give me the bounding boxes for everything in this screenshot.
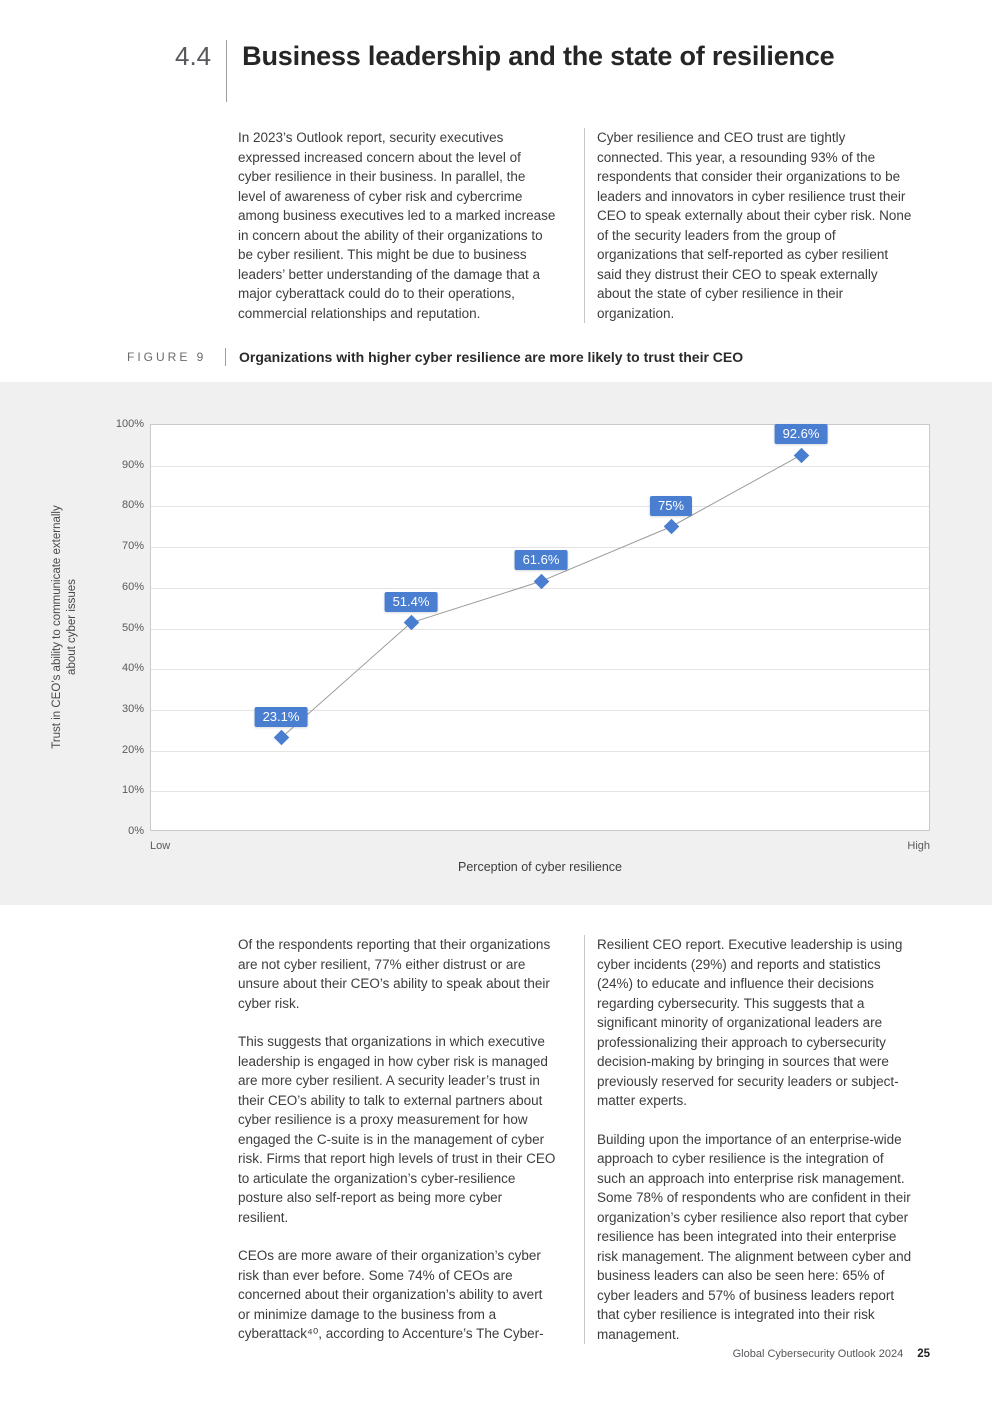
data-point-label: 51.4%: [384, 591, 438, 612]
gridline: [151, 709, 929, 711]
data-point-label: 23.1%: [254, 706, 308, 727]
gridline: [151, 669, 929, 671]
chart-section: Trust in CEO’s ability to communicate ex…: [0, 382, 992, 905]
y-tick-label: 0%: [128, 825, 144, 837]
gridline: [151, 547, 929, 549]
connecting-line: [280, 454, 802, 739]
data-point-label: 61.6%: [514, 550, 568, 571]
x-axis-label-high: High: [907, 840, 930, 852]
data-point-label: 75%: [649, 495, 693, 516]
y-tick-label: 30%: [121, 702, 144, 715]
page-title: Business leadership and the state of res…: [242, 41, 835, 71]
chart-plot-area: 23.1% 51.4% 61.6% 75% 92.6%: [150, 424, 930, 831]
paragraph: Resilient CEO report. Executive leadersh…: [597, 937, 903, 1108]
chart-line: [280, 454, 802, 739]
section-number: 4.4: [175, 41, 212, 71]
paragraph: Of the respondents reporting that their …: [238, 937, 551, 1011]
x-axis-label-low: Low: [150, 840, 171, 852]
body-section: Of the respondents reporting that their …: [238, 935, 932, 1344]
y-tick-label: 90%: [121, 458, 144, 471]
gridline: [151, 465, 929, 467]
y-tick-label: 20%: [121, 743, 144, 756]
paragraph: CEOs are more aware of their organizatio…: [238, 1248, 544, 1341]
body-right-column: Resilient CEO report. Executive leadersh…: [584, 935, 915, 1344]
intro-section: In 2023’s Outlook report, security execu…: [238, 128, 932, 323]
x-axis-title: Perception of cyber resilience: [458, 860, 622, 874]
y-tick-label: 70%: [121, 540, 144, 553]
gridline: [151, 750, 929, 752]
figure-label: FIGURE 9: [127, 350, 207, 364]
footer-report-name: Global Cybersecurity Outlook 2024: [732, 1348, 904, 1360]
page-footer: Global Cybersecurity Outlook 2024 25: [733, 1348, 930, 1360]
y-axis-title: Trust in CEO’s ability to communicate ex…: [51, 505, 78, 749]
intro-right-column: Cyber resilience and CEO trust are tight…: [584, 128, 915, 323]
footer-page-number: 25: [917, 1348, 930, 1360]
y-tick-label: 60%: [121, 580, 144, 593]
intro-left-paragraph: In 2023’s Outlook report, security execu…: [238, 130, 556, 321]
intro-right-paragraph: Cyber resilience and CEO trust are tight…: [597, 130, 912, 321]
page-header: 4.4 Business leadership and the state of…: [175, 40, 835, 102]
gridline: [151, 628, 929, 630]
paragraph: This suggests that organizations in whic…: [238, 1034, 556, 1225]
gridline: [151, 791, 929, 793]
y-tick-label: 50%: [121, 621, 144, 634]
y-tick-label: 40%: [121, 662, 144, 675]
body-left-column: Of the respondents reporting that their …: [238, 935, 556, 1344]
header-divider: [226, 40, 228, 102]
paragraph: Building upon the importance of an enter…: [597, 1131, 912, 1342]
figure-divider: [225, 348, 226, 366]
y-tick-label: 100%: [115, 418, 144, 430]
data-point-label: 92.6%: [774, 424, 828, 445]
y-tick-label: 80%: [121, 499, 144, 512]
intro-left-column: In 2023’s Outlook report, security execu…: [238, 128, 556, 323]
y-tick-label: 10%: [121, 784, 144, 797]
figure-caption: Organizations with higher cyber resilien…: [239, 349, 744, 365]
gridline: [151, 506, 929, 508]
figure-header: FIGURE 9 Organizations with higher cyber…: [127, 348, 743, 366]
